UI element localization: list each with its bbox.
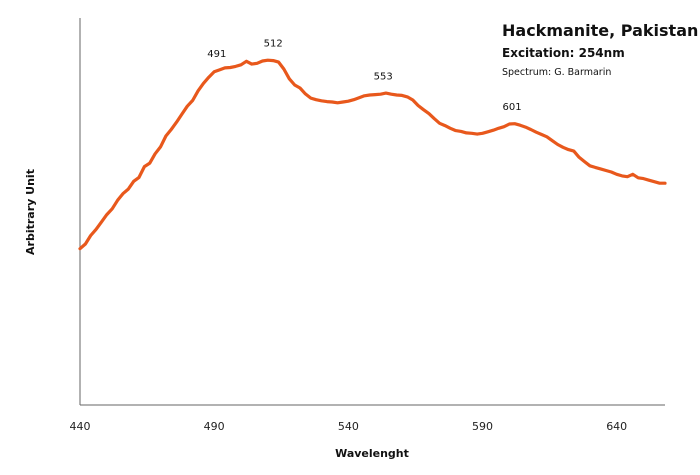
x-tick-label: 640	[606, 420, 627, 433]
x-axis-title: Wavelenght	[335, 447, 409, 460]
x-tick-label: 490	[204, 420, 225, 433]
peak-label: 601	[502, 102, 521, 113]
series-line	[78, 58, 667, 251]
peak-label: 491	[207, 49, 226, 60]
peak-labels: 491 512 553 601	[207, 39, 521, 113]
x-tick-label: 440	[70, 420, 91, 433]
x-tick-labels: 440 490 540 590 640	[70, 420, 628, 433]
x-tick-label: 590	[472, 420, 493, 433]
peak-label: 553	[374, 72, 393, 83]
x-tick-label: 540	[338, 420, 359, 433]
peak-label: 512	[264, 39, 283, 50]
chart-title: Hackmanite, Pakistan	[502, 21, 698, 40]
chart-subtitle: Excitation: 254nm	[502, 46, 625, 60]
y-axis-title: Arbitrary Unit	[24, 169, 37, 255]
chart-credit: Spectrum: G. Barmarin	[502, 67, 611, 78]
